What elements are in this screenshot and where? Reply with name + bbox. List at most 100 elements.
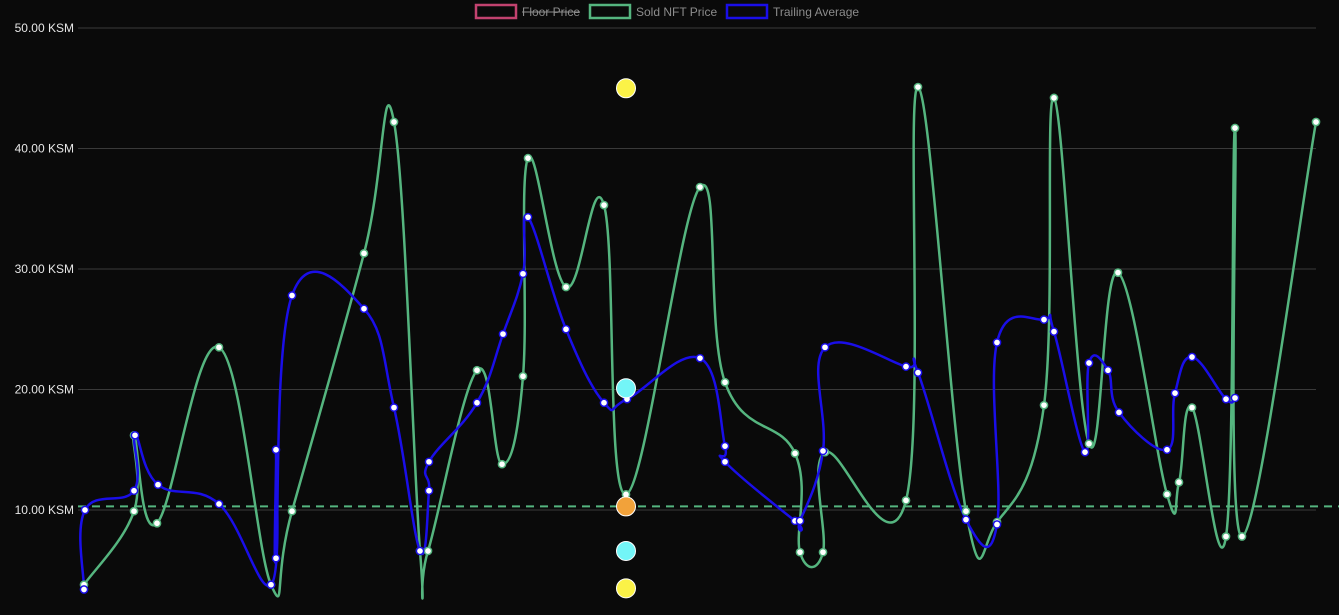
legend: Floor Price Sold NFT Price Trailing Averag… xyxy=(474,3,859,20)
trailing-average-point[interactable] xyxy=(1084,358,1094,368)
trailing-average-point[interactable] xyxy=(720,457,730,467)
sold-nft-price-point[interactable] xyxy=(287,506,297,516)
sold-nft-price-point[interactable] xyxy=(1039,400,1049,410)
trailing-average-point[interactable] xyxy=(153,480,163,490)
sold-nft-price-point[interactable] xyxy=(1187,403,1197,412)
legend-item-floor-price[interactable]: Floor Price xyxy=(474,3,580,20)
sold-nft-price-point[interactable] xyxy=(1311,117,1321,127)
trailing-average-point[interactable] xyxy=(130,430,140,440)
sold-nft-price-point[interactable] xyxy=(1049,93,1059,103)
trailing-average-point[interactable] xyxy=(424,486,434,496)
trailing-average-point[interactable] xyxy=(961,515,971,524)
sold-nft-price-point[interactable] xyxy=(599,200,609,210)
series-layer xyxy=(79,85,1318,600)
trailing-average-point[interactable] xyxy=(561,324,571,334)
y-tick-label: 40.00 KSM xyxy=(15,142,74,156)
highlight-marker[interactable] xyxy=(616,78,636,99)
trailing-average-point[interactable] xyxy=(818,446,828,456)
trailing-average-point[interactable] xyxy=(901,362,911,371)
sold-nft-price-point[interactable] xyxy=(518,371,528,381)
sold-nft-price-point[interactable] xyxy=(1230,123,1240,133)
trailing-average-point[interactable] xyxy=(1187,352,1197,362)
trailing-average-point[interactable] xyxy=(271,445,281,455)
trailing-average-point[interactable] xyxy=(820,342,830,352)
points-layer xyxy=(79,82,1321,594)
sold-nft-price-point[interactable] xyxy=(389,117,399,127)
trailing-average-point[interactable] xyxy=(1039,315,1049,324)
highlight-marker[interactable] xyxy=(616,540,636,561)
sold-nft-price-point[interactable] xyxy=(720,377,730,387)
sold-nft-price-point[interactable] xyxy=(523,153,533,163)
trailing-average-point[interactable] xyxy=(424,457,434,467)
trailing-average-point[interactable] xyxy=(795,516,805,526)
y-tick-label: 30.00 KSM xyxy=(15,262,74,276)
highlight-marker[interactable] xyxy=(616,378,636,399)
trailing-average-point[interactable] xyxy=(1221,394,1231,404)
trailing-average-point[interactable] xyxy=(359,304,369,314)
trailing-average-point[interactable] xyxy=(1230,393,1240,403)
sold-nft-price-point[interactable] xyxy=(214,342,224,352)
trailing-average-point[interactable] xyxy=(287,291,297,300)
trailing-average-point[interactable] xyxy=(720,441,730,451)
sold-nft-price-point[interactable] xyxy=(152,518,162,528)
trailing-average-point[interactable] xyxy=(1049,327,1059,337)
trailing-average-point[interactable] xyxy=(271,553,281,563)
sold-nft-price-point[interactable] xyxy=(818,547,828,557)
trailing-average-point[interactable] xyxy=(129,486,139,496)
sold-nft-price-point[interactable] xyxy=(497,459,507,469)
sold-nft-price-point[interactable] xyxy=(472,365,482,375)
legend-item-trailing-average[interactable]: Trailing Average xyxy=(725,3,859,20)
sold-nft-price-point[interactable] xyxy=(359,248,369,258)
sold-nft-price-point[interactable] xyxy=(423,546,433,556)
trailing-average-point[interactable] xyxy=(214,499,224,509)
trailing-average-point[interactable] xyxy=(1103,365,1113,375)
trailing-average-point[interactable] xyxy=(1080,447,1090,457)
sold-nft-price-point[interactable] xyxy=(1237,532,1247,541)
trailing-average-point[interactable] xyxy=(79,585,89,594)
trailing-average-point[interactable] xyxy=(599,398,609,408)
sold-nft-price-point[interactable] xyxy=(1084,439,1094,449)
trailing-average-point[interactable] xyxy=(389,403,399,412)
trailing-average-point[interactable] xyxy=(266,580,276,590)
sold-nft-price-point[interactable] xyxy=(901,496,911,505)
sold-nft-price-point[interactable] xyxy=(1221,532,1231,541)
trailing-average-point[interactable] xyxy=(913,368,923,377)
legend-swatch xyxy=(588,3,632,20)
sold-nft-price-point[interactable] xyxy=(1162,489,1172,499)
highlight-marker[interactable] xyxy=(616,496,636,517)
trailing-average-point[interactable] xyxy=(992,338,1002,347)
highlight-marker[interactable] xyxy=(616,578,636,599)
sold-nft-price-line xyxy=(82,85,1318,600)
trailing-average-point[interactable] xyxy=(472,398,482,408)
sold-nft-price-point[interactable] xyxy=(561,282,571,292)
trailing-average-line xyxy=(79,214,1236,590)
sold-nft-price-point[interactable] xyxy=(961,506,971,516)
y-tick-label: 20.00 KSM xyxy=(15,383,74,397)
y-tick-label: 10.00 KSM xyxy=(15,503,74,517)
trailing-average-point[interactable] xyxy=(498,329,508,339)
sold-nft-price-point[interactable] xyxy=(1174,477,1184,487)
trailing-average-point[interactable] xyxy=(1170,388,1180,398)
sold-nft-price-point[interactable] xyxy=(790,449,800,458)
trailing-average-point[interactable] xyxy=(518,269,528,279)
trailing-average-point[interactable] xyxy=(695,353,705,363)
trailing-average-point[interactable] xyxy=(523,212,533,222)
legend-label: Trailing Average xyxy=(773,5,859,19)
y-tick-label: 50.00 KSM xyxy=(15,21,74,35)
trailing-average-point[interactable] xyxy=(415,546,425,556)
legend-swatch xyxy=(474,3,518,20)
sold-nft-price-point[interactable] xyxy=(795,547,805,557)
legend-item-sold-nft-price[interactable]: Sold NFT Price xyxy=(588,3,717,20)
trailing-average-point[interactable] xyxy=(1114,408,1124,417)
legend-label: Sold NFT Price xyxy=(636,5,717,19)
trailing-average-point[interactable] xyxy=(992,520,1002,529)
sold-nft-price-point[interactable] xyxy=(913,82,923,92)
trailing-average-point[interactable] xyxy=(1162,445,1172,455)
trailing-average-point[interactable] xyxy=(80,505,90,515)
sold-nft-price-point[interactable] xyxy=(1113,268,1123,277)
sold-nft-price-point[interactable] xyxy=(129,506,139,516)
y-axis: 50.00 KSM 40.00 KSM 30.00 KSM 20.00 KSM 10.0… xyxy=(15,21,74,517)
marker-layer xyxy=(616,78,636,599)
sold-nft-price-point[interactable] xyxy=(695,182,705,192)
